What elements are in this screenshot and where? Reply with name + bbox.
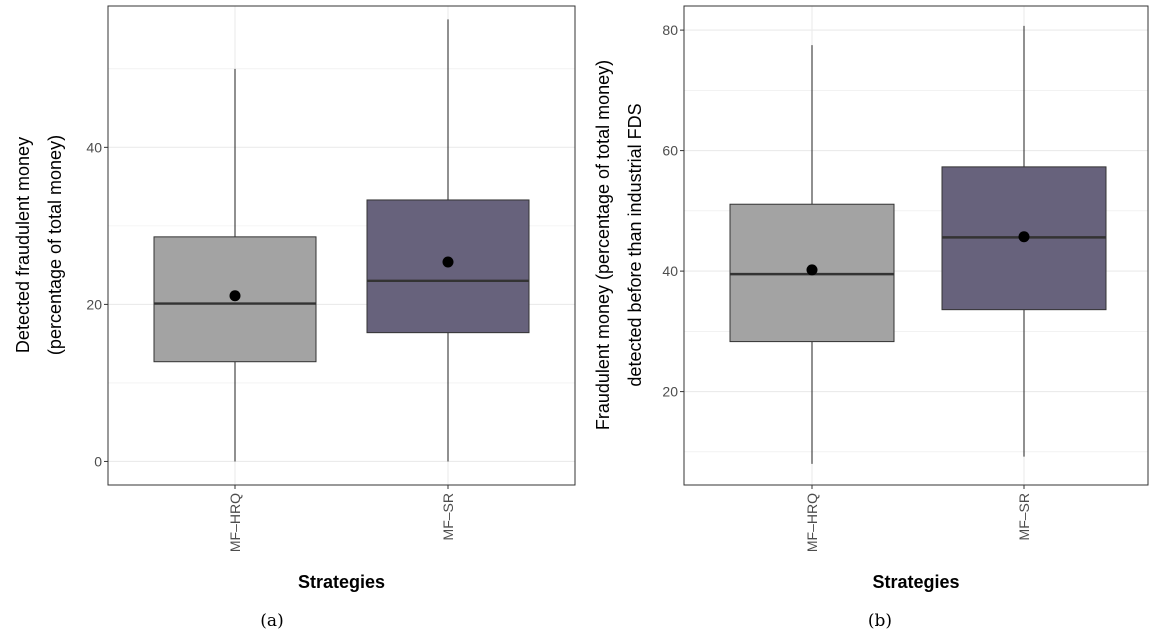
panel-b-mean-point: [806, 264, 818, 276]
panel-b-caption: (b): [868, 611, 892, 631]
panel-a: 0 20 40 MF–HRQ MF–SR Detected fraudulent mone…: [13, 5, 576, 631]
panel-a-mean-point: [442, 256, 454, 268]
panel-a-ylabel: Detected fraudulent money: [13, 137, 33, 353]
panel-b-ytick-label: 20: [662, 384, 678, 400]
panel-a-ytick-label: 0: [94, 453, 102, 469]
panel-a-box-1: [153, 68, 317, 462]
panel-a-ytick-label: 20: [86, 296, 102, 312]
panel-b-ytick-label: 40: [662, 263, 678, 279]
panel-b-box-1: [729, 45, 895, 464]
panel-a-box-2: [366, 19, 530, 462]
panel-b-xlabel: Strategies: [872, 572, 959, 592]
panel-b-xtick-label: MF–HRQ: [804, 493, 820, 552]
panel-a-mean-point: [229, 290, 241, 302]
panel-b-box-2: [941, 25, 1107, 457]
panel-a-ylabel: (percentage of total money): [45, 135, 65, 355]
panel-a-panel-border: [107, 5, 576, 486]
panel-b-mean-point: [1018, 231, 1030, 243]
panel-b-ylabel: Fraudulent money (percentage of total mo…: [593, 60, 613, 430]
panel-b-ytick-label: 80: [662, 22, 678, 38]
panel-b-ytick-label: 60: [662, 143, 678, 159]
panel-b-ylabel: detected before than industrial FDS: [625, 103, 645, 386]
panel-a-xtick-label: MF–SR: [440, 493, 456, 540]
panel-b-xtick-label: MF–SR: [1016, 493, 1032, 540]
panel-a-xtick-label: MF–HRQ: [227, 493, 243, 552]
panel-a-xlabel: Strategies: [298, 572, 385, 592]
panel-b: 20 40 60 80 MF–HRQ MF–SR Fraudulent money (per…: [593, 5, 1149, 631]
panel-a-ytick-label: 40: [86, 139, 102, 155]
panel-b-panel-border: [683, 5, 1149, 486]
panel-a-caption: (a): [260, 611, 283, 631]
